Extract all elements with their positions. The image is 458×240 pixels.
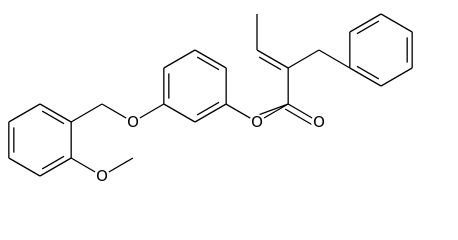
ether-oxygen: O [127,113,139,131]
bond [256,49,289,69]
label-mask [311,114,327,130]
bonds [8,13,413,177]
ring-oxygen: O [251,113,263,131]
bond [163,103,196,123]
bond [380,13,413,33]
bond [41,110,65,125]
bond [349,13,382,33]
bond [41,155,65,170]
bond [284,108,317,128]
label-mask [249,114,265,130]
bond [263,103,289,119]
bond [8,157,41,177]
label-mask [94,168,110,184]
bond [356,20,380,35]
bond [194,103,227,123]
bond [196,56,220,71]
methoxy-oxygen: O [96,167,108,185]
bond [163,49,196,69]
bond [8,103,41,123]
molecule: O O O O [8,13,413,185]
carbonyl-oxygen: O [313,113,325,131]
bond [356,65,380,80]
bond [39,157,72,177]
bond [194,49,227,69]
label-mask [125,114,141,130]
bond [70,103,103,123]
bond [318,49,351,69]
bond [380,67,413,87]
bond [287,49,320,69]
atoms: O O O O [94,113,327,185]
bond [196,101,220,116]
bond [258,56,282,71]
bond [39,103,72,123]
bond [349,67,382,87]
